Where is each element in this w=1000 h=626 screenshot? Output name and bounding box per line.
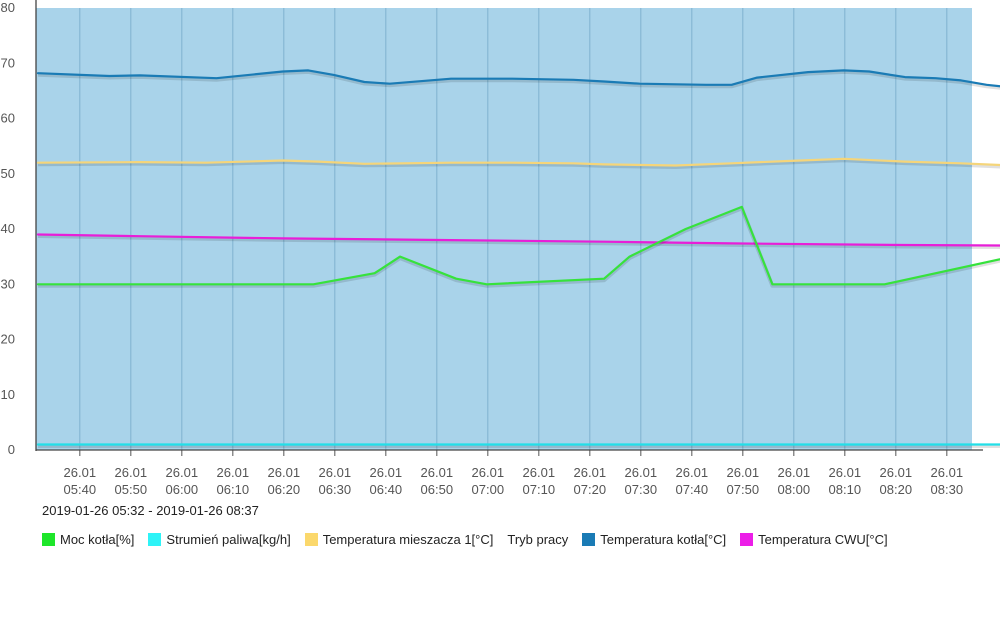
x-tick-label-day: 26.01 bbox=[217, 465, 250, 480]
series-shadow bbox=[38, 206, 1000, 288]
x-tick-label-day: 26.01 bbox=[880, 465, 913, 480]
legend-item[interactable]: Temperatura mieszacza 1[°C] bbox=[304, 532, 494, 547]
x-tick-label-time: 06:10 bbox=[217, 482, 250, 497]
x-tick-label-time: 06:30 bbox=[319, 482, 352, 497]
series-shadow bbox=[37, 69, 1000, 90]
x-tick-label-time: 07:10 bbox=[523, 482, 556, 497]
x-tick-label-day: 26.01 bbox=[64, 465, 97, 480]
series-shadow bbox=[37, 158, 1000, 169]
y-tick-label: 30 bbox=[1, 276, 15, 291]
x-tick-label-day: 26.01 bbox=[574, 465, 607, 480]
series-line-0 bbox=[36, 69, 1000, 88]
legend-label: Moc kotła[%] bbox=[60, 532, 135, 547]
x-tick-label-time: 06:50 bbox=[421, 482, 454, 497]
x-tick-label-time: 08:30 bbox=[931, 482, 964, 497]
x-tick-label-day: 26.01 bbox=[115, 465, 148, 480]
legend-label: Temperatura kotła[°C] bbox=[600, 532, 727, 547]
series-line-2 bbox=[36, 233, 1000, 247]
chart-legend: Moc kotła[%] Strumień paliwa[kg/h] Tempera… bbox=[42, 532, 902, 547]
series-line-1 bbox=[36, 157, 1000, 167]
x-tick-label-time: 05:50 bbox=[115, 482, 148, 497]
x-tick-label-time: 07:50 bbox=[727, 482, 760, 497]
y-tick-label: 0 bbox=[8, 442, 15, 457]
legend-item[interactable]: Temperatura CWU[°C] bbox=[740, 532, 888, 547]
x-tick-label-time: 06:20 bbox=[268, 482, 301, 497]
legend-item[interactable]: Moc kotła[%] bbox=[42, 532, 134, 547]
x-tick-label-time: 08:20 bbox=[880, 482, 913, 497]
x-tick-label-time: 08:10 bbox=[829, 482, 862, 497]
legend-swatch bbox=[42, 533, 55, 546]
x-tick-label-day: 26.01 bbox=[421, 465, 454, 480]
x-tick-label-day: 26.01 bbox=[370, 465, 403, 480]
chart-plot: 0 10 20 30 40 50 60 70 80 26.01 05:40 26.01 05:50 26… bbox=[1, 0, 1000, 497]
legend-item[interactable]: Temperatura kotła[°C] bbox=[582, 532, 726, 547]
legend-label: Tryb pracy bbox=[507, 532, 569, 547]
x-tick-label-time: 06:00 bbox=[166, 482, 199, 497]
x-tick-label-day: 26.01 bbox=[829, 465, 862, 480]
legend-swatch bbox=[148, 533, 162, 546]
legend-item[interactable]: Tryb pracy bbox=[507, 532, 568, 547]
x-tick-label-day: 26.01 bbox=[523, 465, 556, 480]
y-tick-label: 20 bbox=[1, 332, 15, 347]
series-shadow bbox=[37, 234, 1000, 249]
date-range-label: 2019-01-26 05:32 - 2019-01-26 08:37 bbox=[42, 503, 259, 518]
x-tick-label-time: 07:30 bbox=[625, 482, 658, 497]
y-tick-label: 10 bbox=[1, 387, 15, 402]
y-tick-label: 40 bbox=[1, 221, 15, 236]
x-tick-label-day: 26.01 bbox=[472, 465, 505, 480]
x-tick-label-time: 06:40 bbox=[370, 482, 403, 497]
legend-label: Temperatura mieszacza 1[°C] bbox=[322, 532, 494, 547]
legend-swatch bbox=[582, 533, 596, 546]
x-tick-label-time: 05:40 bbox=[64, 482, 97, 497]
x-tick-label-day: 26.01 bbox=[931, 465, 964, 480]
series-line-3 bbox=[36, 205, 1000, 286]
x-tick-label-day: 26.01 bbox=[727, 465, 760, 480]
legend-label: Temperatura CWU[°C] bbox=[758, 532, 888, 547]
x-tick-label-time: 07:40 bbox=[676, 482, 709, 497]
y-tick-label: 60 bbox=[1, 111, 15, 126]
y-tick-label: 50 bbox=[1, 166, 15, 181]
legend-label: Strumień paliwa[kg/h] bbox=[166, 532, 291, 547]
legend-item[interactable]: Strumień paliwa[kg/h] bbox=[148, 532, 291, 547]
legend-swatch bbox=[304, 533, 318, 546]
x-tick-label-day: 26.01 bbox=[625, 465, 658, 480]
y-tick-label: 80 bbox=[1, 0, 15, 15]
x-tick-label-day: 26.01 bbox=[166, 465, 199, 480]
x-tick-label-time: 07:20 bbox=[574, 482, 607, 497]
x-tick-label-day: 26.01 bbox=[778, 465, 811, 480]
x-tick-label-day: 26.01 bbox=[676, 465, 709, 480]
x-tick-label-time: 07:00 bbox=[472, 482, 505, 497]
legend-swatch bbox=[740, 533, 754, 546]
x-tick-label-day: 26.01 bbox=[268, 465, 301, 480]
x-tick-label-day: 26.01 bbox=[319, 465, 352, 480]
plot-background bbox=[36, 8, 972, 450]
x-tick-label-time: 08:00 bbox=[778, 482, 811, 497]
y-tick-label: 70 bbox=[1, 55, 15, 70]
